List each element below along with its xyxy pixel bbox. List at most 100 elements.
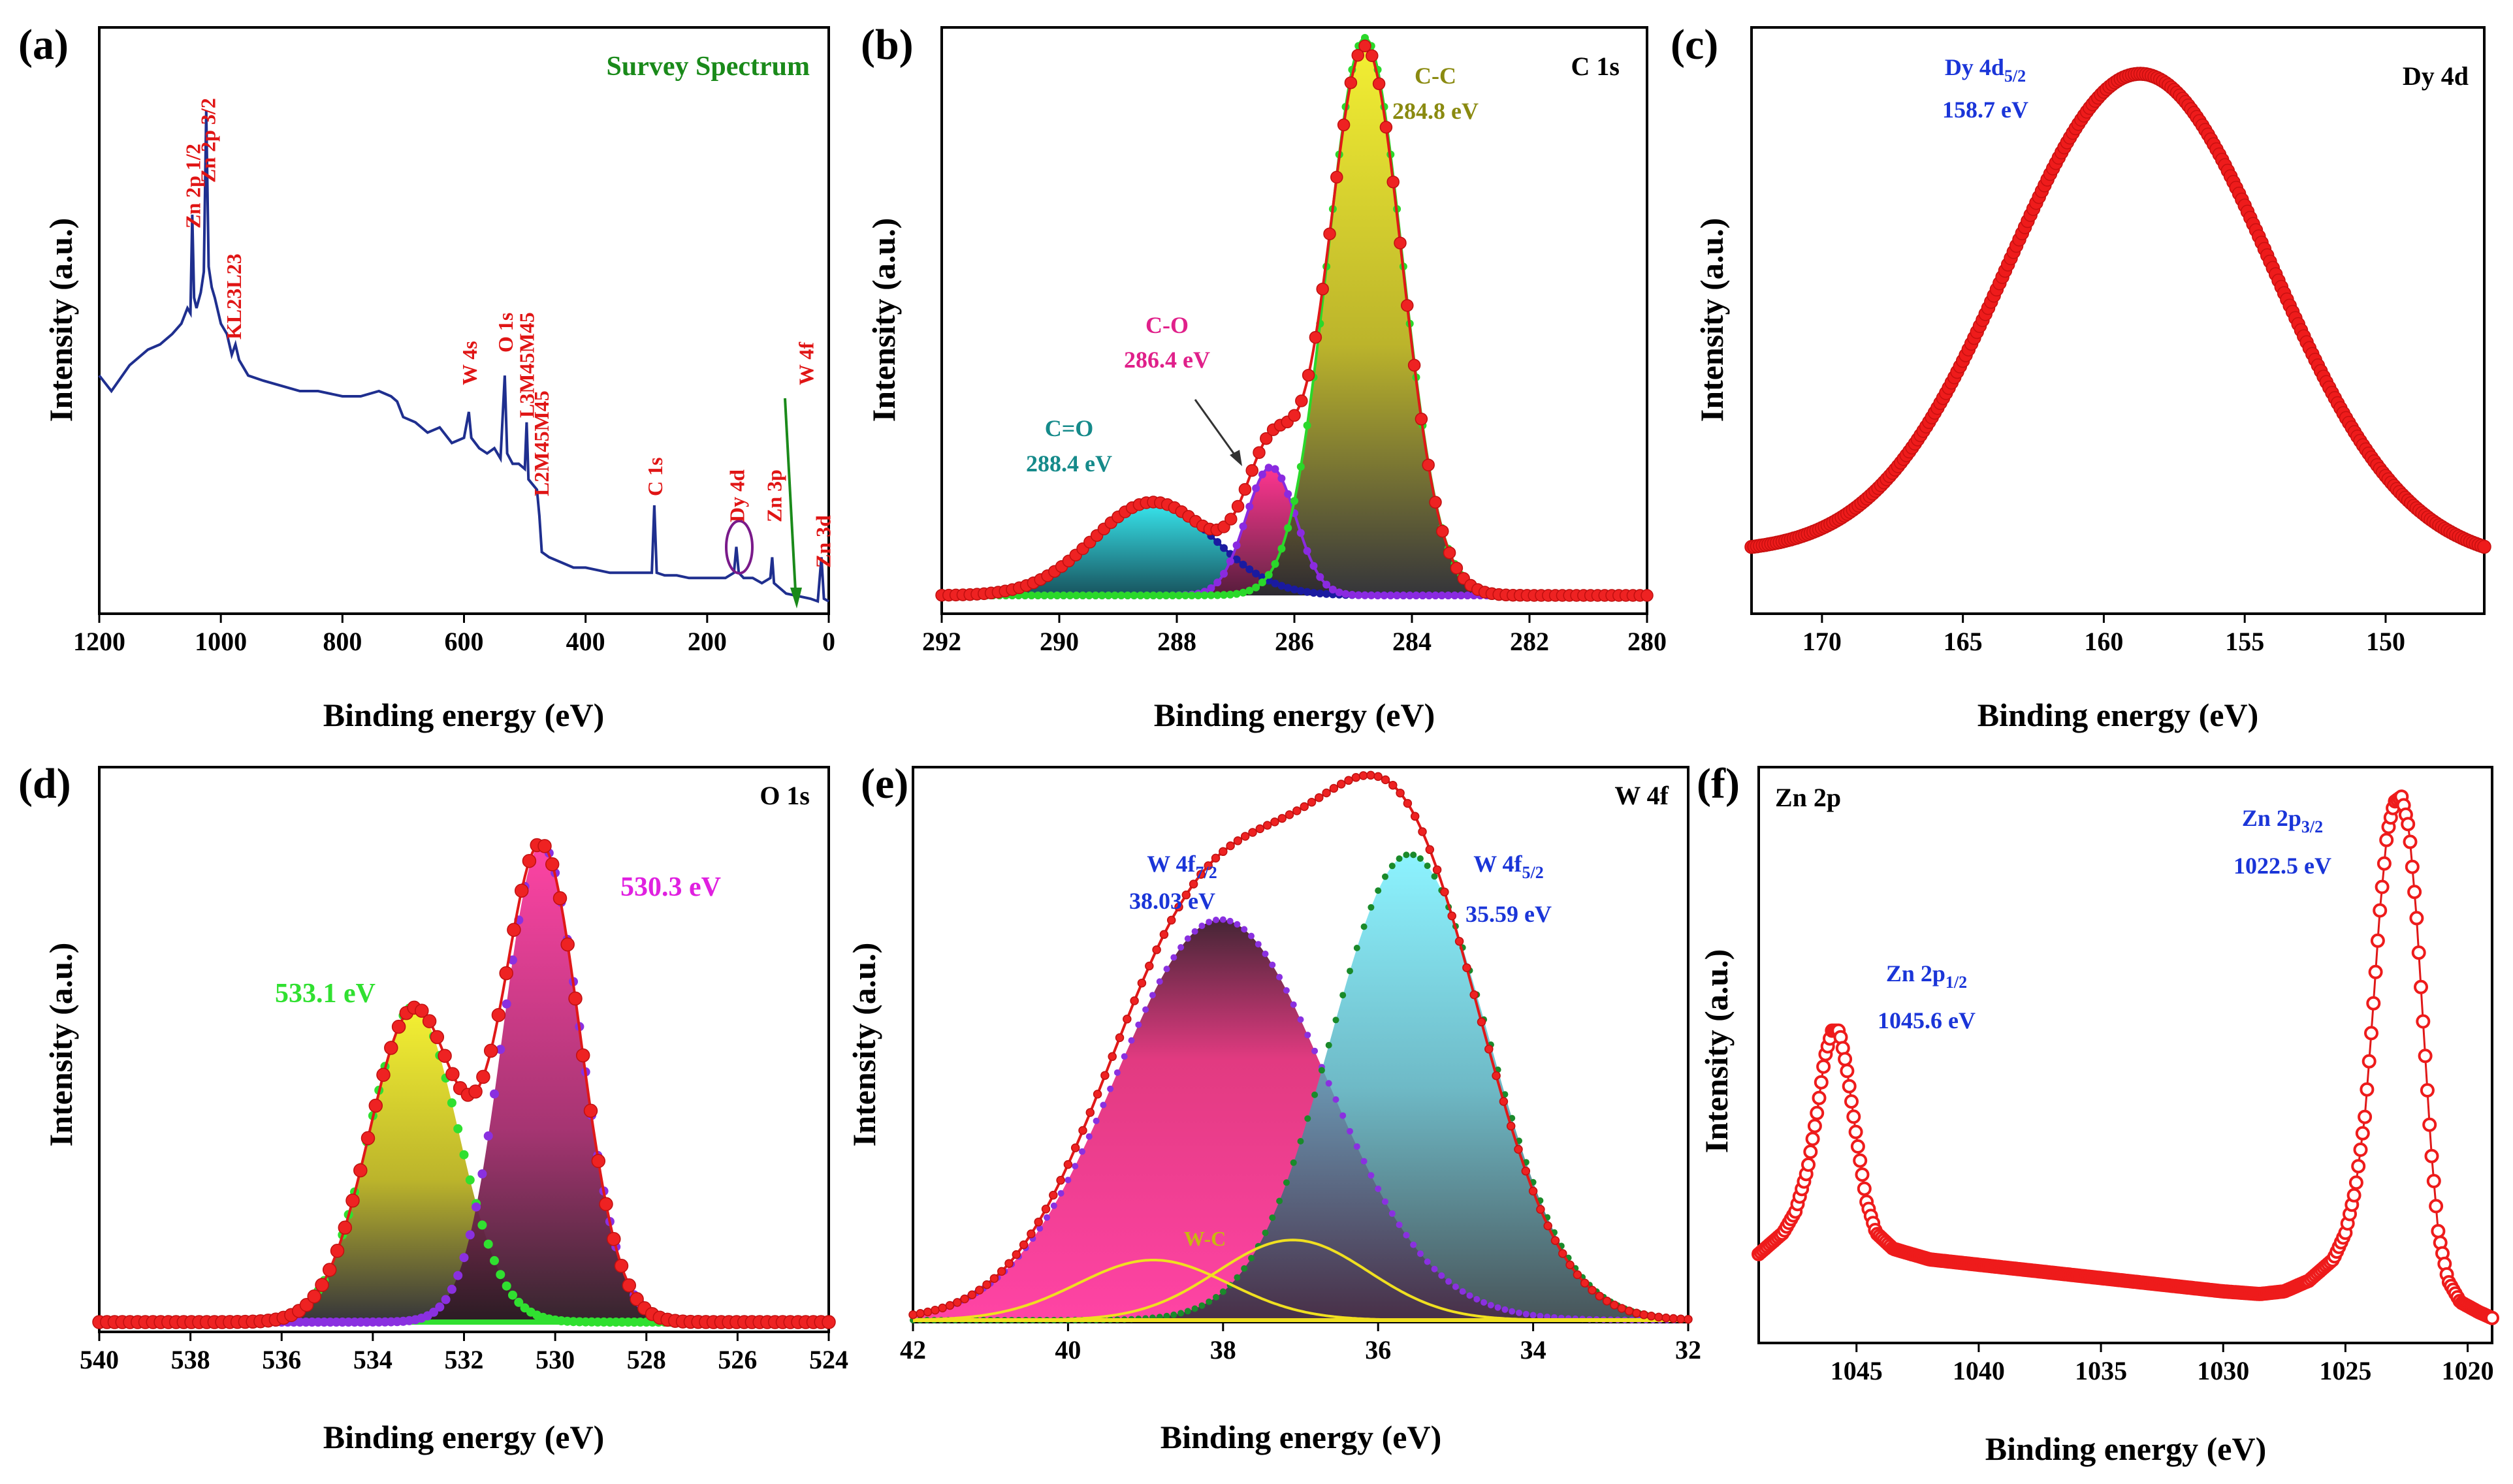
c1s-component-point [1386,592,1395,599]
w4f-envelope-point [1277,813,1287,823]
panel-e-title: W 4f [1614,781,1669,810]
w4f-component-point [1318,1067,1325,1074]
panel-b-x-tick-label: 286 [1275,627,1314,656]
w4f-envelope-point [1270,817,1279,827]
o1s-component-point [477,1220,487,1230]
survey-peak-label: L3M45M45 [515,312,538,418]
w4f-component-point [1339,992,1347,999]
panel-e-x-axis: 42 40 38 36 34 32 [900,1322,1701,1365]
w4f-component-point [1424,1258,1431,1265]
c1s-component-point [1271,560,1279,568]
survey-peak-label: Zn 3p [762,469,786,522]
c1s-component-point [1258,578,1266,586]
panel-e-x-tick-label: 40 [1055,1335,1081,1365]
w4f-envelope-point [931,1305,940,1315]
zn2p12-label: Zn 2p1/2 [1886,960,1967,992]
dy4d-point [2477,539,2491,554]
w4f-envelope-point [1469,990,1479,1000]
panel-a-x-tick-label: 0 [822,627,835,656]
o1s-component-point [441,1295,451,1304]
o1s-envelope-point [415,1003,429,1018]
w4f-component-point [1396,855,1403,862]
c1s-component-point [1245,502,1254,511]
w4f-envelope-point [1358,771,1368,780]
c1s-envelope-point [1238,482,1252,496]
w4f-component-point [1382,873,1388,880]
survey-peak-label: Zn 3d [812,515,835,568]
w4f-component-point [1163,966,1170,973]
c1s-component-point [1130,592,1138,599]
w4f-envelope-point [1646,1312,1656,1321]
w4f-envelope-point [1130,996,1139,1005]
o1s-envelope-point [391,1019,406,1034]
w4f-component-point [1297,1016,1304,1023]
zn2p-point [2370,933,2385,948]
w4f-envelope-point [1617,1304,1627,1313]
o1s-component-point [508,1290,517,1300]
o1s-component-point [447,1284,456,1294]
w4f-component-point [1403,851,1410,859]
w4f-component-point [1353,945,1360,951]
c1s-component-point [1220,544,1228,552]
w4f-component-point [1353,1143,1360,1150]
o1s-envelope-point [537,839,552,853]
c1s-component-point [1200,591,1209,599]
c1s-envelope-point [1323,227,1336,240]
c1s-component-point [1175,592,1183,599]
panel-e: (e) W 4f 42 40 38 36 34 32 W 4f7/2 38.03 eV W… [846,760,1701,1455]
w4f-component-point [1325,1041,1332,1049]
w4f-component-point [1396,1222,1403,1228]
zn2p-point [2411,945,2426,960]
w4f-component-point [1269,1214,1276,1222]
c1s-component-point [1296,529,1305,537]
o1s-envelope-point [507,923,521,937]
c1s-envelope-point [1641,589,1654,602]
w4f-component-point [1276,973,1283,981]
w4f-component-point [1100,1101,1107,1109]
c1s-component-point [1361,591,1369,599]
panel-b-x-tick-label: 290 [1040,627,1079,656]
zn2p-point [1838,1052,1853,1067]
w4f-envelope-point [1196,870,1206,879]
c1s-component-point [1348,591,1356,599]
w4f-envelope-point [1159,930,1169,939]
w4f-component-point [1050,1202,1057,1209]
c1s-component-point [1046,592,1055,599]
w4f-component-point [1093,1117,1100,1124]
w4f-component-point [1064,1176,1072,1184]
w4f-component-point [1410,851,1417,859]
c1s-component-point [1341,590,1350,598]
w4f-component-point [1304,1115,1311,1122]
w4f-envelope-point [1602,1296,1612,1306]
panel-f-title: Zn 2p [1775,783,1841,812]
survey-peak-label: L2M45M45 [530,390,553,496]
o1s-peak-533-label: 533.1 eV [275,979,376,1009]
w4f-component-point [1501,1306,1509,1313]
zn2p-point [2431,1224,2446,1239]
w4f-component-point [1494,1304,1501,1311]
w4f-component-point [1339,1112,1347,1119]
c1s-component-point [1437,592,1446,599]
o1s-component-point [502,999,511,1009]
w4f-component-point [1234,921,1241,928]
w4f-envelope-point [1181,891,1191,900]
zn2p-point [2407,885,2422,900]
w4f-envelope-point [1499,1097,1509,1106]
c1s-envelope-point [1302,368,1315,382]
zn2p-point [1848,1124,1863,1139]
w4f72-value: 38.03 eV [1129,888,1215,914]
w4f-envelope-point [1351,773,1361,782]
o1s-component-point [477,1169,487,1178]
c1s-envelope-point [1224,513,1238,526]
zn2p-point [2429,1199,2444,1214]
c1s-component-point [1091,592,1100,599]
w4f-component-point [1410,1241,1417,1248]
w4f-envelope-point [1632,1308,1641,1318]
w4f-envelope-point [1595,1291,1605,1301]
zn2p-point [2355,1126,2370,1141]
c1s-component-point [1432,592,1439,599]
w4f-component-point [1170,1311,1177,1318]
c1s-component-point [1053,592,1061,599]
w4f-envelope-point [1396,788,1405,798]
w4f-component-point [1311,1047,1319,1054]
